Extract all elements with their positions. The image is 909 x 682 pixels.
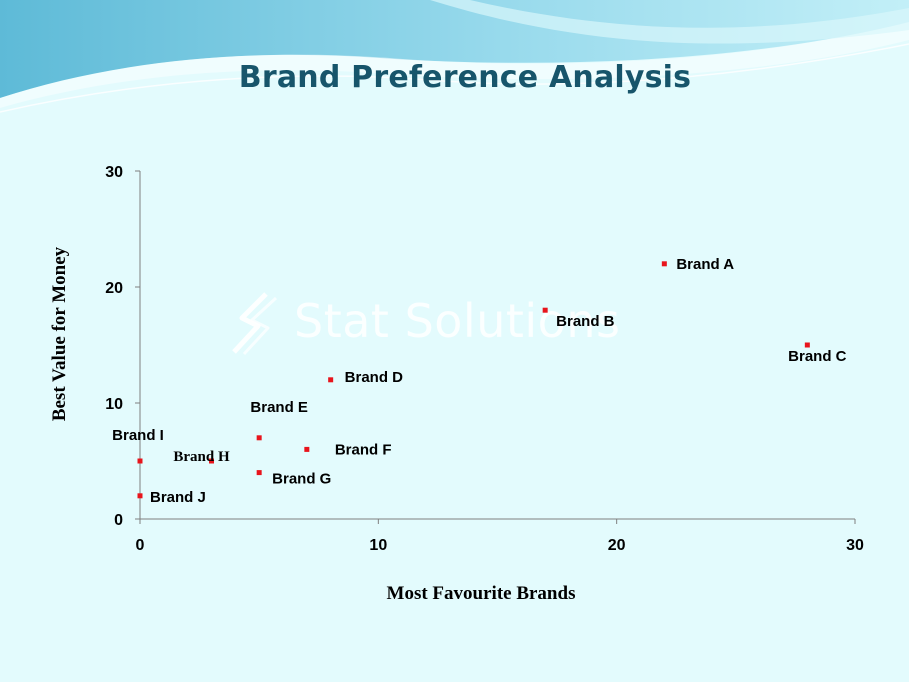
y-tick-label: 20 xyxy=(105,280,123,297)
data-point-marker xyxy=(209,458,214,464)
data-point-marker xyxy=(804,342,810,348)
data-point-marker xyxy=(542,307,548,313)
header-swoosh-decoration xyxy=(0,0,909,113)
data-point-label: Brand J xyxy=(150,489,206,506)
chart-ticks: 0 10 20 30 0 10 20 30 xyxy=(105,164,864,554)
y-tick-label: 0 xyxy=(114,512,123,529)
data-point-marker xyxy=(137,458,143,464)
x-tick-label: 0 xyxy=(136,537,145,554)
watermark: Stat Solutions xyxy=(222,290,662,360)
data-point-label: Brand E xyxy=(250,399,308,416)
x-tick-label: 20 xyxy=(608,537,626,554)
data-point-marker xyxy=(137,493,143,499)
data-point-label: Brand G xyxy=(272,471,331,488)
data-point-marker xyxy=(304,446,310,452)
data-point-label: Brand C xyxy=(788,348,847,365)
data-point-label: Brand H xyxy=(173,449,230,465)
data-point-marker xyxy=(256,470,262,476)
y-tick-label: 10 xyxy=(105,396,123,413)
data-point-label: Brand A xyxy=(676,256,734,273)
y-axis-title: Best Value for Money xyxy=(49,246,70,421)
chart-axes xyxy=(139,171,855,520)
watermark-text: Stat Solutions xyxy=(294,294,621,348)
x-axis-title: Most Favourite Brands xyxy=(387,583,576,604)
data-point-marker xyxy=(661,261,667,267)
data-point-label: Brand D xyxy=(345,369,404,386)
watermark-logo-icon xyxy=(232,292,278,356)
data-point-marker xyxy=(328,377,334,383)
chart-points: Brand A Brand B Brand C Brand D Brand E Brand… xyxy=(112,256,847,506)
slide-title: Brand Preference Analysis xyxy=(238,60,692,95)
data-point-label: Brand I xyxy=(112,427,164,444)
data-point-label: Brand F xyxy=(335,441,392,458)
data-point-marker xyxy=(256,435,262,441)
y-tick-label: 30 xyxy=(105,164,123,181)
data-point-label: Brand B xyxy=(556,313,615,330)
x-tick-label: 30 xyxy=(846,537,864,554)
x-tick-label: 10 xyxy=(369,537,387,554)
